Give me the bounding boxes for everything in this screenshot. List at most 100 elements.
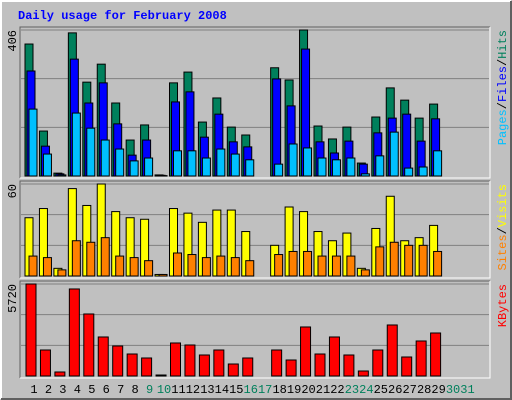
bar bbox=[187, 254, 197, 277]
x-tick-label: 21 bbox=[316, 383, 330, 397]
chart-title: Daily usage for February 2008 bbox=[18, 9, 227, 23]
bar bbox=[386, 324, 398, 377]
bar bbox=[201, 157, 211, 177]
bar bbox=[28, 255, 38, 277]
bar bbox=[288, 250, 298, 277]
bar bbox=[245, 260, 255, 277]
bar bbox=[100, 139, 110, 177]
bar bbox=[158, 273, 168, 277]
bar bbox=[155, 374, 167, 377]
bar bbox=[230, 153, 240, 177]
legend: Sites/Visits bbox=[496, 184, 510, 270]
bar bbox=[274, 254, 284, 277]
x-tick-label: 2 bbox=[45, 383, 52, 397]
bar bbox=[360, 269, 370, 277]
bar bbox=[184, 344, 196, 377]
bar bbox=[115, 255, 125, 277]
legend-separator: / bbox=[496, 59, 510, 66]
x-tick-label: 29 bbox=[431, 383, 445, 397]
bar bbox=[129, 160, 139, 177]
x-tick-label: 4 bbox=[74, 383, 81, 397]
x-tick-label: 23 bbox=[345, 383, 359, 397]
legend-entry: Visits bbox=[496, 184, 510, 227]
bar bbox=[245, 159, 255, 177]
legend-entry: KBytes bbox=[496, 284, 510, 327]
bar bbox=[357, 370, 369, 377]
bar bbox=[187, 150, 197, 177]
bar bbox=[343, 354, 355, 377]
panel-frame-light bbox=[20, 281, 491, 379]
bar bbox=[57, 174, 67, 177]
x-tick-label: 14 bbox=[215, 383, 229, 397]
bar bbox=[144, 157, 154, 177]
y-tick-label: 5720 bbox=[6, 284, 20, 313]
bar bbox=[68, 288, 80, 377]
x-tick-label: 17 bbox=[258, 383, 272, 397]
bar bbox=[404, 167, 414, 177]
bar bbox=[71, 240, 81, 277]
x-tick-label: 24 bbox=[359, 383, 373, 397]
bar bbox=[141, 357, 153, 377]
x-tick-label: 16 bbox=[244, 383, 258, 397]
x-tick-label: 8 bbox=[132, 383, 139, 397]
bar bbox=[346, 157, 356, 177]
bar bbox=[126, 353, 138, 377]
bar bbox=[288, 143, 298, 177]
bar bbox=[83, 313, 95, 377]
bar bbox=[418, 166, 428, 177]
bar bbox=[57, 269, 67, 277]
y-tick-label: 406 bbox=[6, 30, 20, 52]
bar bbox=[389, 241, 399, 277]
bar bbox=[86, 127, 96, 177]
bar bbox=[129, 257, 139, 277]
legend-entry: Hits bbox=[496, 30, 510, 59]
x-tick-label: 31 bbox=[460, 383, 474, 397]
bar bbox=[112, 345, 124, 377]
x-tick-label: 3 bbox=[59, 383, 66, 397]
legend: Pages/Files/Hits bbox=[496, 30, 510, 145]
x-tick-label: 13 bbox=[200, 383, 214, 397]
bar bbox=[430, 332, 442, 377]
bar bbox=[230, 257, 240, 277]
bar bbox=[404, 244, 414, 277]
bar bbox=[375, 246, 385, 277]
bar bbox=[144, 260, 154, 277]
bar bbox=[100, 237, 110, 277]
bar bbox=[39, 349, 51, 377]
bar bbox=[285, 359, 297, 377]
bar bbox=[242, 357, 254, 377]
x-tick-label: 26 bbox=[388, 383, 402, 397]
x-tick-label: 5 bbox=[88, 383, 95, 397]
x-tick-label: 11 bbox=[171, 383, 185, 397]
bar bbox=[314, 353, 326, 377]
x-tick-label: 15 bbox=[229, 383, 243, 397]
bar bbox=[401, 356, 413, 377]
bar bbox=[389, 131, 399, 177]
bar bbox=[28, 108, 38, 177]
bar bbox=[97, 336, 109, 377]
legend-entry: Pages bbox=[496, 109, 510, 145]
x-tick-label: 18 bbox=[272, 383, 286, 397]
legend-separator: / bbox=[496, 102, 510, 109]
bar bbox=[198, 354, 210, 377]
x-tick-label: 7 bbox=[117, 383, 124, 397]
bar bbox=[227, 363, 239, 377]
x-tick-label: 28 bbox=[417, 383, 431, 397]
bar bbox=[272, 78, 282, 177]
x-tick-label: 22 bbox=[330, 383, 344, 397]
bar bbox=[54, 371, 66, 377]
bar bbox=[71, 112, 81, 177]
x-tick-label: 1 bbox=[30, 383, 37, 397]
bar bbox=[418, 244, 428, 277]
panel-frame-light bbox=[20, 27, 491, 179]
bar bbox=[173, 150, 182, 177]
x-tick-label: 19 bbox=[287, 383, 301, 397]
bar bbox=[433, 250, 443, 277]
x-tick-label: 25 bbox=[374, 383, 388, 397]
legend-separator: / bbox=[496, 227, 510, 234]
bar bbox=[375, 155, 385, 177]
bar bbox=[372, 349, 384, 377]
bar bbox=[115, 148, 125, 177]
